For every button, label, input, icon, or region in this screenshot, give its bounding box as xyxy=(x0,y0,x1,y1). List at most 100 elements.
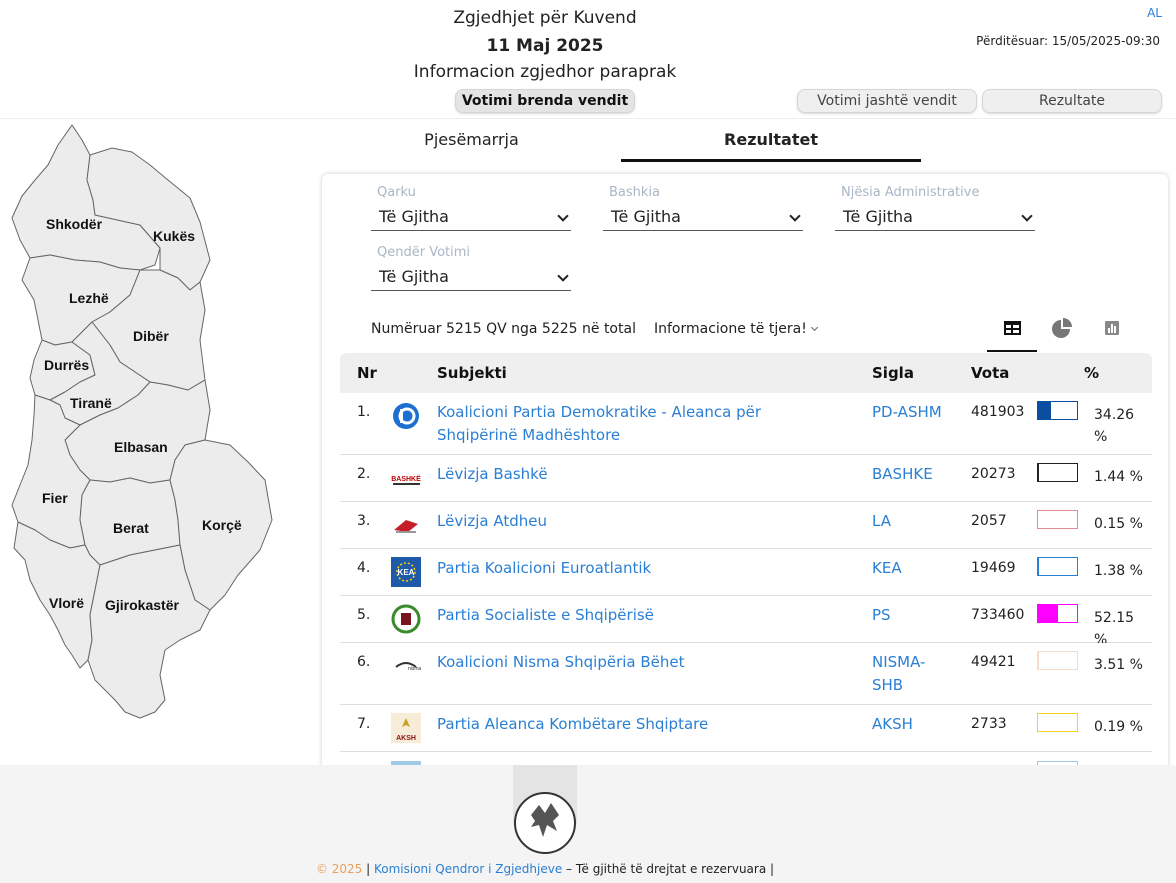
map-label-0: Shkodër xyxy=(46,216,103,232)
table-row: 1. Koalicioni Partia Demokratike - Aleanc… xyxy=(340,393,1152,455)
filter-qarku-value: Të Gjitha xyxy=(379,207,449,226)
party-name-link[interactable]: Koalicioni Nisma Shqipëria Bëhet xyxy=(437,653,685,671)
domestic-voting-button[interactable]: Votimi brenda vendit xyxy=(455,89,635,113)
party-abbr[interactable]: PD-ASHM xyxy=(872,403,942,421)
bar-view-button[interactable] xyxy=(1087,312,1137,352)
region-gjirokaster[interactable] xyxy=(87,544,211,719)
row-number: 2. xyxy=(357,466,371,482)
filter-qender-select[interactable]: Të Gjitha xyxy=(371,265,571,291)
row-number: 3. xyxy=(357,513,371,529)
vote-share-fill xyxy=(1038,558,1039,575)
tab-participation[interactable]: Pjesëmarrja xyxy=(424,130,519,149)
header-divider xyxy=(0,118,1176,119)
table-view-button[interactable] xyxy=(987,312,1037,352)
vote-share-bar xyxy=(1037,713,1078,732)
party-name-link[interactable]: Lëvizja Atdheu xyxy=(437,512,548,530)
footer-copyright: © 2025 | Komisioni Qendror i Zgjedhjeve … xyxy=(0,862,1090,876)
results-button[interactable]: Rezultate xyxy=(982,89,1162,113)
row-number: 7. xyxy=(357,716,371,732)
party-abbr[interactable]: NISMA-SHB xyxy=(872,653,926,694)
footer-year: © 2025 xyxy=(315,862,363,876)
party-name-link[interactable]: Partia Socialiste e Shqipërisë xyxy=(437,606,654,624)
row-number: 4. xyxy=(357,560,371,576)
nisma-logo-icon: nisma xyxy=(395,662,422,672)
filter-bashkia-select[interactable]: Të Gjitha xyxy=(603,205,803,231)
party-name-link[interactable]: Koalicioni Partia Demokratike - Aleanca … xyxy=(437,403,762,444)
party-name-link[interactable]: Lëvizja Bashkë xyxy=(437,465,548,483)
election-subtitle: Informacion zgjedhor paraprak xyxy=(413,62,677,82)
vote-share-fill xyxy=(1038,464,1039,481)
map-label-2: Lezhë xyxy=(69,290,109,306)
ps-logo-icon xyxy=(391,604,421,634)
row-number: 6. xyxy=(357,654,371,670)
col-subject[interactable]: Subjekti xyxy=(437,364,507,382)
map-label-11: Gjirokastër xyxy=(105,597,179,613)
filter-njesia-label: Njësia Administrative xyxy=(841,185,980,200)
col-sigla[interactable]: Sigla xyxy=(872,364,914,382)
vote-percent: 0.19 % xyxy=(1094,719,1143,735)
aksh-logo-icon: AKSH xyxy=(391,713,421,743)
vote-percent: 1.44 % xyxy=(1094,469,1143,485)
table-row: 4. KEA Partia Koalicioni Euroatlantik KEA 19… xyxy=(340,549,1152,596)
party-abbr[interactable]: PS xyxy=(872,606,891,624)
table-row: 3. Lëvizja Atdheu LA 2057 0.15 % xyxy=(340,502,1152,549)
filter-njesia-value: Të Gjitha xyxy=(843,207,913,226)
map-label-6: Elbasan xyxy=(114,439,168,455)
party-abbr[interactable]: KEA xyxy=(872,559,902,577)
chevron-down-icon xyxy=(557,270,569,282)
pie-view-button[interactable] xyxy=(1037,312,1087,352)
vote-count: 49421 xyxy=(971,654,1016,670)
party-abbr[interactable]: AKSH xyxy=(872,715,913,733)
map-label-5: Tiranë xyxy=(70,395,112,411)
col-nr: Nr xyxy=(357,364,377,382)
table-row: 5. Partia Socialiste e Shqipërisë PS 733460… xyxy=(340,596,1152,648)
vote-share-fill xyxy=(1038,605,1059,622)
more-info-toggle[interactable]: Informacione të tjera! xyxy=(654,321,818,337)
col-percent[interactable]: % xyxy=(1084,364,1100,382)
filter-qarku-label: Qarku xyxy=(377,185,416,200)
vote-share-bar xyxy=(1037,604,1078,623)
vote-share-bar xyxy=(1037,401,1078,420)
vote-share-fill xyxy=(1038,652,1040,669)
party-name-link[interactable]: Partia Koalicioni Euroatlantik xyxy=(437,559,652,577)
footer-org-link[interactable]: Komisioni Qendror i Zgjedhjeve xyxy=(373,862,563,876)
map-label-7: Fier xyxy=(42,490,68,506)
tab-results[interactable]: Rezultatet xyxy=(621,130,921,162)
vote-count: 19469 xyxy=(971,560,1016,576)
chevron-down-icon xyxy=(557,210,569,222)
table-row: 7. AKSH Partia Aleanca Kombëtare Shqiptare… xyxy=(340,705,1152,752)
pd-logo-icon xyxy=(393,403,419,429)
filter-bashkia-label: Bashkia xyxy=(609,185,661,200)
vote-count: 733460 xyxy=(971,607,1025,623)
svg-text:nisma: nisma xyxy=(408,666,422,672)
region-korce[interactable] xyxy=(169,439,273,611)
kea-logo-icon: KEA xyxy=(391,557,421,587)
filter-qender-label: Qendër Votimi xyxy=(377,245,471,260)
party-name-link[interactable]: Partia Aleanca Kombëtare Shqiptare xyxy=(437,715,709,733)
vote-count: 481903 xyxy=(971,404,1025,420)
vote-share-bar xyxy=(1037,463,1078,482)
abroad-voting-button[interactable]: Votimi jashtë vendit xyxy=(797,89,977,113)
svg-text:AKSH: AKSH xyxy=(396,735,416,742)
vote-share-fill xyxy=(1038,402,1052,419)
language-switch[interactable]: AL xyxy=(1147,6,1162,20)
vote-percent: 3.51 % xyxy=(1094,657,1143,673)
footer: © 2025 | Komisioni Qendror i Zgjedhjeve … xyxy=(0,765,1176,883)
col-votes[interactable]: Vota xyxy=(971,364,1010,382)
filter-njesia-select[interactable]: Të Gjitha xyxy=(835,205,1035,231)
results-table-header: Nr Subjekti Sigla Vota % xyxy=(340,353,1152,393)
vote-count: 20273 xyxy=(971,466,1016,482)
party-abbr[interactable]: LA xyxy=(872,512,891,530)
footer-sep: | xyxy=(362,862,374,876)
vote-count: 2057 xyxy=(971,513,1007,529)
map-label-10: Vlorë xyxy=(49,595,84,611)
table-row xyxy=(340,752,1152,765)
vote-share-bar xyxy=(1037,557,1078,576)
row-number: 1. xyxy=(357,404,371,420)
filter-qarku-select[interactable]: Të Gjitha xyxy=(371,205,571,231)
chevron-down-icon xyxy=(789,210,801,222)
last-updated: Përditësuar: 15/05/2025-09:30 xyxy=(976,34,1160,48)
vote-count: 2733 xyxy=(971,716,1007,732)
party-abbr[interactable]: BASHKE xyxy=(872,465,933,483)
footer-rights: – Të gjithë të drejtat e rezervuara | xyxy=(562,862,775,876)
